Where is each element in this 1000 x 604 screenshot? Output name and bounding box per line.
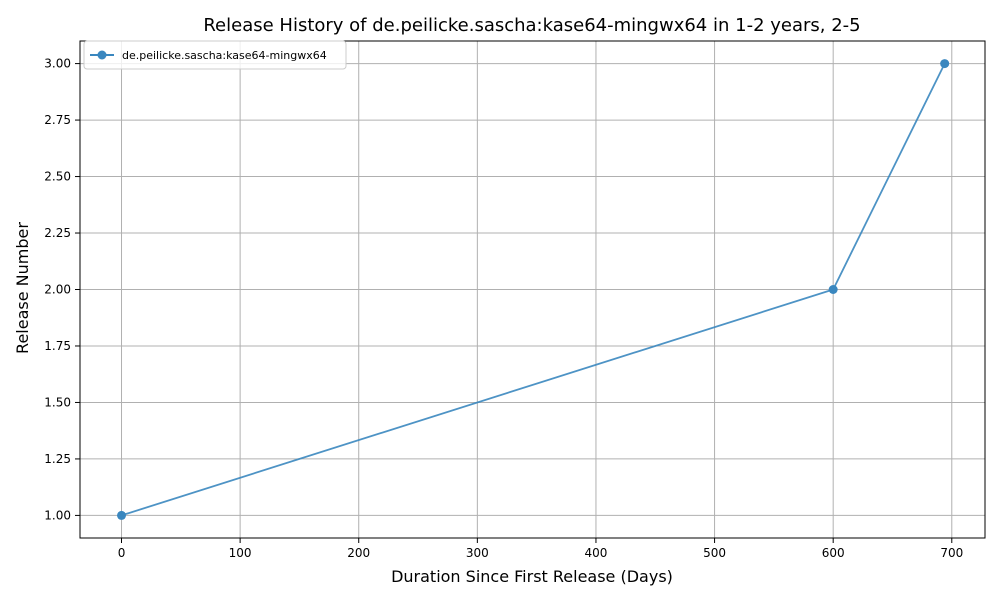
- x-tick-label: 400: [585, 546, 608, 560]
- y-tick-label: 1.50: [44, 395, 71, 409]
- y-tick-label: 1.25: [44, 452, 71, 466]
- legend-series-label: de.peilicke.sascha:kase64-mingwx64: [122, 49, 327, 62]
- data-point: [117, 510, 127, 520]
- legend: de.peilicke.sascha:kase64-mingwx64: [83, 40, 347, 70]
- x-axis-label: Duration Since First Release (Days): [391, 567, 673, 586]
- y-tick-label: 2.00: [44, 283, 71, 297]
- chart-title: Release History of de.peilicke.sascha:ka…: [203, 15, 860, 36]
- y-axis-label: Release Number: [13, 222, 32, 354]
- series-layer: [117, 59, 950, 520]
- y-tick-label: 1.75: [44, 339, 71, 353]
- y-tick-label: 2.50: [44, 170, 71, 184]
- y-tick-label: 3.00: [44, 57, 71, 71]
- x-tick-label: 500: [703, 546, 726, 560]
- legend-box: [83, 40, 347, 70]
- data-point: [940, 59, 950, 69]
- y-tick-label: 1.00: [44, 508, 71, 522]
- y-axis: 1.00 1.25 1.50 1.75 2.00 2.25 2.50 2.75 3.00: [44, 57, 80, 522]
- x-tick-label: 600: [822, 546, 845, 560]
- x-axis: 0 100 200 300 400 500 600 700: [118, 538, 963, 560]
- x-tick-label: 100: [229, 546, 252, 560]
- x-tick-label: 200: [347, 546, 370, 560]
- x-tick-label: 300: [466, 546, 489, 560]
- y-tick-label: 2.25: [44, 226, 71, 240]
- grid: [80, 41, 985, 538]
- data-point: [828, 285, 838, 294]
- x-tick-label: 700: [940, 546, 963, 560]
- legend-point-marker: [97, 50, 107, 60]
- x-tick-label: 0: [118, 546, 126, 560]
- y-tick-label: 2.75: [44, 113, 71, 127]
